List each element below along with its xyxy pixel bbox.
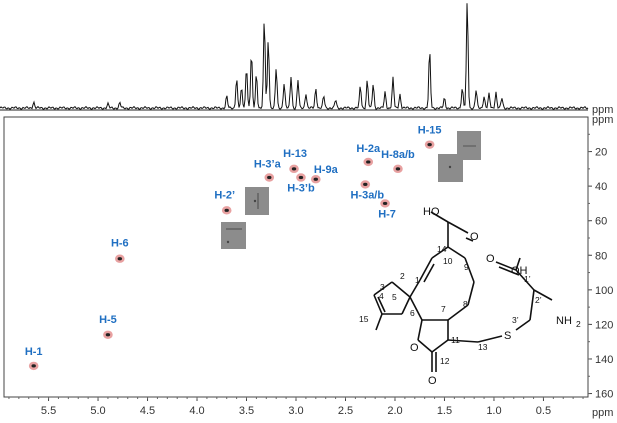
svg-text:4: 4: [379, 291, 384, 301]
peak-label: H-3’b: [287, 182, 315, 194]
svg-text:S: S: [504, 330, 511, 342]
x-axis-unit: ppm: [592, 407, 613, 419]
peak-label: H-15: [418, 125, 442, 137]
y-tick-label: 100: [595, 285, 613, 297]
peak-labels: H-1 H-5 H-6 H-2’ H-3’aH-13 H-3’b H-9a H-2a H-3a/…: [25, 125, 442, 358]
cross-peak-core: [105, 333, 111, 337]
cross-peak-core: [395, 167, 401, 171]
x-tick-label: 0.5: [536, 405, 551, 417]
svg-text:3: 3: [380, 282, 385, 292]
svg-text:1: 1: [415, 275, 420, 285]
cross-peak-core: [382, 201, 388, 206]
svg-text:NH: NH: [556, 315, 572, 327]
cross-peak-core: [313, 177, 318, 181]
molecule-text: HO O OH O NH 2 O O S 14 10 9 8 7 6 5 4 3…: [359, 206, 581, 387]
peak-label: H-6: [111, 238, 129, 250]
svg-text:2: 2: [576, 319, 581, 329]
svg-text:13: 13: [478, 342, 488, 352]
peak-label: H-1: [25, 346, 43, 358]
peak-label: H-2’: [214, 189, 235, 201]
proton-1d-spectrum: ppm: [0, 3, 613, 116]
x-tick-label: 5.5: [41, 405, 56, 417]
inset-box-a: [221, 222, 246, 249]
cross-peak-core: [224, 208, 229, 212]
x-tick-label: 2.0: [387, 405, 402, 417]
svg-text:HO: HO: [423, 206, 440, 218]
y-tick-label: 80: [595, 250, 607, 262]
svg-text:2’: 2’: [535, 295, 542, 305]
svg-text:10: 10: [443, 256, 453, 266]
peak-label: H-2a: [356, 143, 381, 155]
svg-text:6: 6: [410, 308, 415, 318]
peak-label: H-9a: [314, 164, 339, 176]
inset-boxes: [221, 131, 481, 249]
peak-label: H-13: [283, 148, 307, 160]
cross-peak-core: [363, 182, 368, 187]
svg-text:OH: OH: [511, 265, 528, 277]
svg-text:O: O: [486, 253, 495, 265]
svg-text:9: 9: [464, 262, 469, 272]
svg-text:3’: 3’: [512, 315, 519, 325]
spectrum-trace: [0, 3, 589, 111]
x-tick-label: 3.0: [288, 405, 303, 417]
x-tick-label: 2.5: [338, 405, 353, 417]
plot-frame: [3, 116, 589, 398]
x-axis: 5.5 5.0 4.5 4.0 3.5 3.0 2.5 2.0 1.5 1.0 0.5: [8, 397, 584, 417]
y-axis: 20 40 60 80 100 120 140 160: [588, 133, 613, 401]
svg-text:O: O: [470, 231, 479, 243]
svg-text:11: 11: [451, 335, 460, 345]
cross-peak-core: [291, 167, 297, 171]
y-axis-unit: ppm: [592, 114, 613, 126]
cross-peak-core: [267, 175, 272, 180]
y-tick-label: 140: [595, 354, 613, 366]
cross-peak-core: [366, 160, 371, 164]
svg-text:8: 8: [463, 299, 468, 309]
cross-peak-core: [31, 364, 36, 368]
svg-text:7: 7: [441, 304, 446, 314]
inset-box-b: [245, 187, 269, 215]
svg-text:12: 12: [440, 356, 450, 366]
x-tick-label: 1.5: [437, 405, 452, 417]
molecule-structure: [373, 211, 553, 372]
spectrum-unit-label: ppm: [592, 104, 613, 116]
y-tick-label: 160: [595, 389, 613, 401]
y-tick-label: 60: [595, 216, 607, 228]
y-tick-label: 20: [595, 147, 607, 159]
peak-label: H-3’a: [254, 158, 282, 170]
x-tick-label: 4.0: [189, 405, 204, 417]
svg-text:O: O: [410, 342, 419, 354]
svg-text:5: 5: [392, 292, 397, 302]
cross-peaks: [28, 140, 435, 371]
svg-text:O: O: [428, 375, 437, 387]
y-tick-label: 40: [595, 181, 607, 193]
cross-peak-core: [298, 175, 304, 180]
peak-label: H-5: [99, 314, 117, 326]
peak-label: H-7: [378, 208, 396, 220]
x-tick-label: 5.0: [90, 405, 105, 417]
y-tick-label: 120: [595, 319, 613, 331]
svg-text:15: 15: [359, 314, 369, 324]
svg-text:1’: 1’: [524, 274, 531, 284]
x-tick-label: 1.0: [486, 405, 501, 417]
svg-text:14: 14: [437, 244, 447, 254]
x-tick-label: 4.5: [140, 405, 155, 417]
cross-peak-core: [427, 143, 432, 147]
peak-label: H-8a/b: [381, 149, 415, 161]
cross-peak-core: [117, 257, 123, 261]
peak-label: H-3a/b: [350, 189, 384, 201]
x-tick-label: 3.5: [239, 405, 254, 417]
svg-text:2: 2: [400, 271, 405, 281]
